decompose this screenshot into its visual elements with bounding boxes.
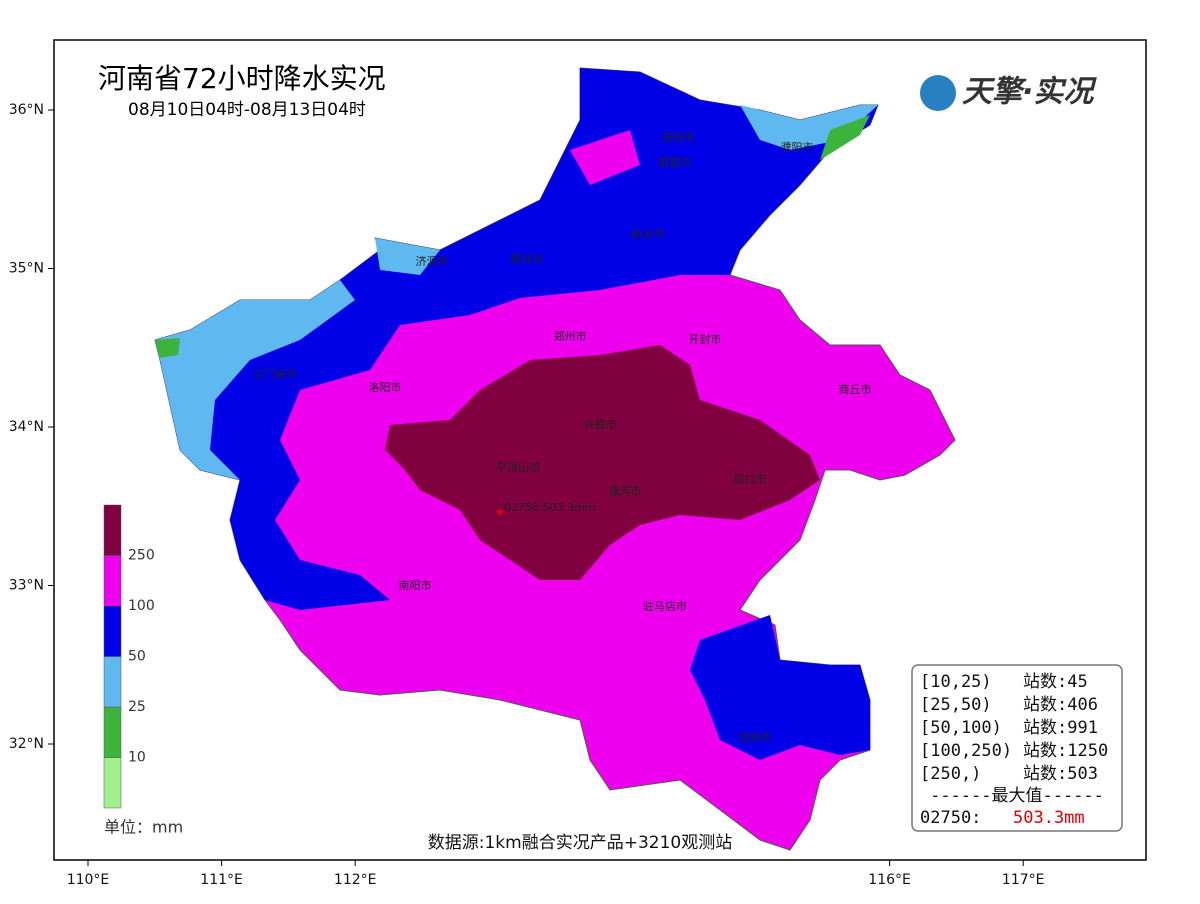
city-label: 濮阳市 (781, 140, 814, 154)
colorbar-label: 10 (128, 750, 146, 766)
stats-max-station: 02750: (920, 808, 981, 828)
lat-tick-label: 32°N (9, 736, 44, 752)
lon-tick-label: 116°E (868, 872, 911, 888)
stats-count: 站数:45 (1023, 672, 1088, 692)
lat-tick-label: 34°N (9, 419, 44, 435)
lat-tick-label: 36°N (9, 102, 44, 118)
city-label: 周口市 (734, 472, 767, 486)
colorbar-segment (103, 504, 122, 556)
city-label: 开封市 (689, 332, 722, 346)
colorbar-label: 100 (128, 598, 155, 614)
city-label: 商丘市 (839, 382, 872, 396)
colorbar-label: 250 (128, 548, 155, 564)
colorbar-segment (103, 656, 122, 708)
max-point-label: 02750:503.3mm (504, 501, 596, 514)
stats-count: 站数:503 (1023, 764, 1098, 784)
city-label: 三门峡市 (253, 367, 297, 381)
colorbar-segment (103, 605, 122, 657)
lon-tick-label: 117°E (1002, 872, 1045, 888)
lon-tick-label: 110°E (67, 872, 110, 888)
city-label: 焦作市 (511, 252, 544, 266)
stats-range: [25,50) (920, 695, 992, 715)
city-label: 漯河市 (609, 484, 642, 498)
logo-icon (920, 75, 956, 111)
province-shape (154, 67, 956, 851)
city-label: 南阳市 (399, 578, 432, 592)
colorbar-label: 50 (128, 649, 146, 665)
lon-tick-label: 112°E (334, 872, 377, 888)
stats-max-value: 503.3mm (1013, 808, 1085, 828)
colorbar-segment (103, 757, 122, 809)
colorbar-segment (103, 555, 122, 607)
lat-tick-label: 35°N (9, 261, 44, 277)
city-label: 平顶山市 (496, 460, 540, 474)
stats-range: [10,25) (920, 672, 992, 692)
stats-max-title: ------最大值------ (930, 786, 1104, 806)
stats-count: 站数:1250 (1023, 741, 1108, 761)
logo-text: 天擎·实况 (962, 75, 1097, 110)
stats-count: 站数:406 (1023, 695, 1098, 715)
city-label: 新乡市 (632, 227, 665, 241)
city-label: 驻马店市 (643, 599, 687, 613)
lat-tick-label: 33°N (9, 578, 44, 594)
city-label: 郑州市 (554, 329, 587, 343)
colorbar-segment (103, 706, 122, 758)
city-label: 济源市 (416, 254, 449, 268)
stats-box (911, 664, 1123, 832)
data-source: 数据源:1km融合实况产品+3210观测站 (428, 833, 732, 853)
city-label: 鹤壁市 (659, 155, 692, 169)
stats-range: [100,250) (920, 741, 1012, 761)
stats-range: [250,) (920, 764, 981, 784)
city-label: 安阳市 (662, 130, 695, 144)
map-title: 河南省72小时降水实况 (98, 62, 386, 95)
max-point (497, 509, 503, 515)
lon-tick-label: 111°E (200, 872, 243, 888)
stats-range: [50,100) (920, 718, 1002, 738)
colorbar-label: 25 (128, 699, 146, 715)
city-label: 信阳市 (739, 730, 772, 744)
stats-count: 站数:991 (1023, 718, 1098, 738)
map-subtitle: 08月10日04时-08月13日04时 (128, 100, 366, 120)
city-label: 洛阳市 (369, 380, 402, 394)
city-label: 许昌市 (584, 417, 617, 431)
legend-unit: 单位：mm (104, 818, 183, 837)
